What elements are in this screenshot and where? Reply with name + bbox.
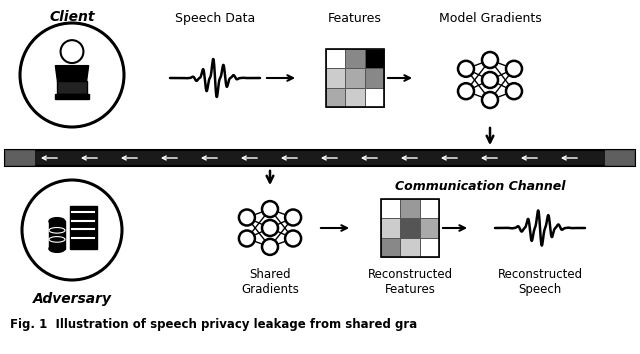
Text: Reconstructed
Features: Reconstructed Features	[367, 268, 452, 296]
Bar	[381, 218, 401, 238]
Bar	[326, 49, 346, 68]
Text: Communication Channel: Communication Channel	[395, 180, 565, 193]
Bar	[365, 49, 384, 68]
Bar	[420, 218, 439, 238]
Bar	[70, 206, 97, 249]
Bar	[326, 68, 346, 88]
Bar	[346, 88, 365, 107]
Circle shape	[239, 210, 255, 225]
Bar	[401, 238, 420, 257]
Circle shape	[262, 201, 278, 217]
Bar	[326, 49, 384, 107]
Bar	[326, 88, 346, 107]
Text: Speech Data: Speech Data	[175, 12, 255, 25]
Circle shape	[458, 61, 474, 77]
Bar	[49, 221, 65, 249]
Bar	[346, 49, 365, 68]
Circle shape	[285, 210, 301, 225]
Bar	[56, 94, 88, 99]
Text: Model Gradients: Model Gradients	[438, 12, 541, 25]
Circle shape	[506, 61, 522, 77]
Text: Fig. 1  Illustration of speech privacy leakage from shared gra: Fig. 1 Illustration of speech privacy le…	[10, 318, 417, 331]
Bar	[381, 238, 401, 257]
Bar	[381, 199, 439, 257]
Bar	[420, 238, 439, 257]
Bar	[381, 199, 401, 218]
Bar	[58, 81, 86, 94]
Circle shape	[458, 83, 474, 99]
Bar	[605, 150, 635, 166]
Bar	[5, 150, 35, 166]
Text: Shared
Gradients: Shared Gradients	[241, 268, 299, 296]
Circle shape	[61, 40, 83, 63]
Circle shape	[22, 180, 122, 280]
Circle shape	[262, 239, 278, 255]
Text: Adversary: Adversary	[33, 292, 111, 306]
Circle shape	[482, 72, 498, 88]
Text: Reconstructed
Speech: Reconstructed Speech	[497, 268, 582, 296]
Text: Client: Client	[49, 10, 95, 24]
Circle shape	[506, 83, 522, 99]
Bar	[401, 199, 420, 218]
Bar	[420, 199, 439, 218]
Text: Features: Features	[328, 12, 382, 25]
Circle shape	[285, 230, 301, 246]
Bar	[401, 218, 420, 238]
Bar	[346, 68, 365, 88]
Circle shape	[262, 220, 278, 236]
Ellipse shape	[49, 218, 65, 225]
Circle shape	[482, 92, 498, 108]
Circle shape	[239, 230, 255, 246]
Bar	[365, 68, 384, 88]
Ellipse shape	[49, 245, 65, 252]
Bar	[5, 150, 635, 166]
Circle shape	[482, 52, 498, 68]
Polygon shape	[56, 65, 88, 81]
Bar	[365, 88, 384, 107]
Circle shape	[20, 23, 124, 127]
